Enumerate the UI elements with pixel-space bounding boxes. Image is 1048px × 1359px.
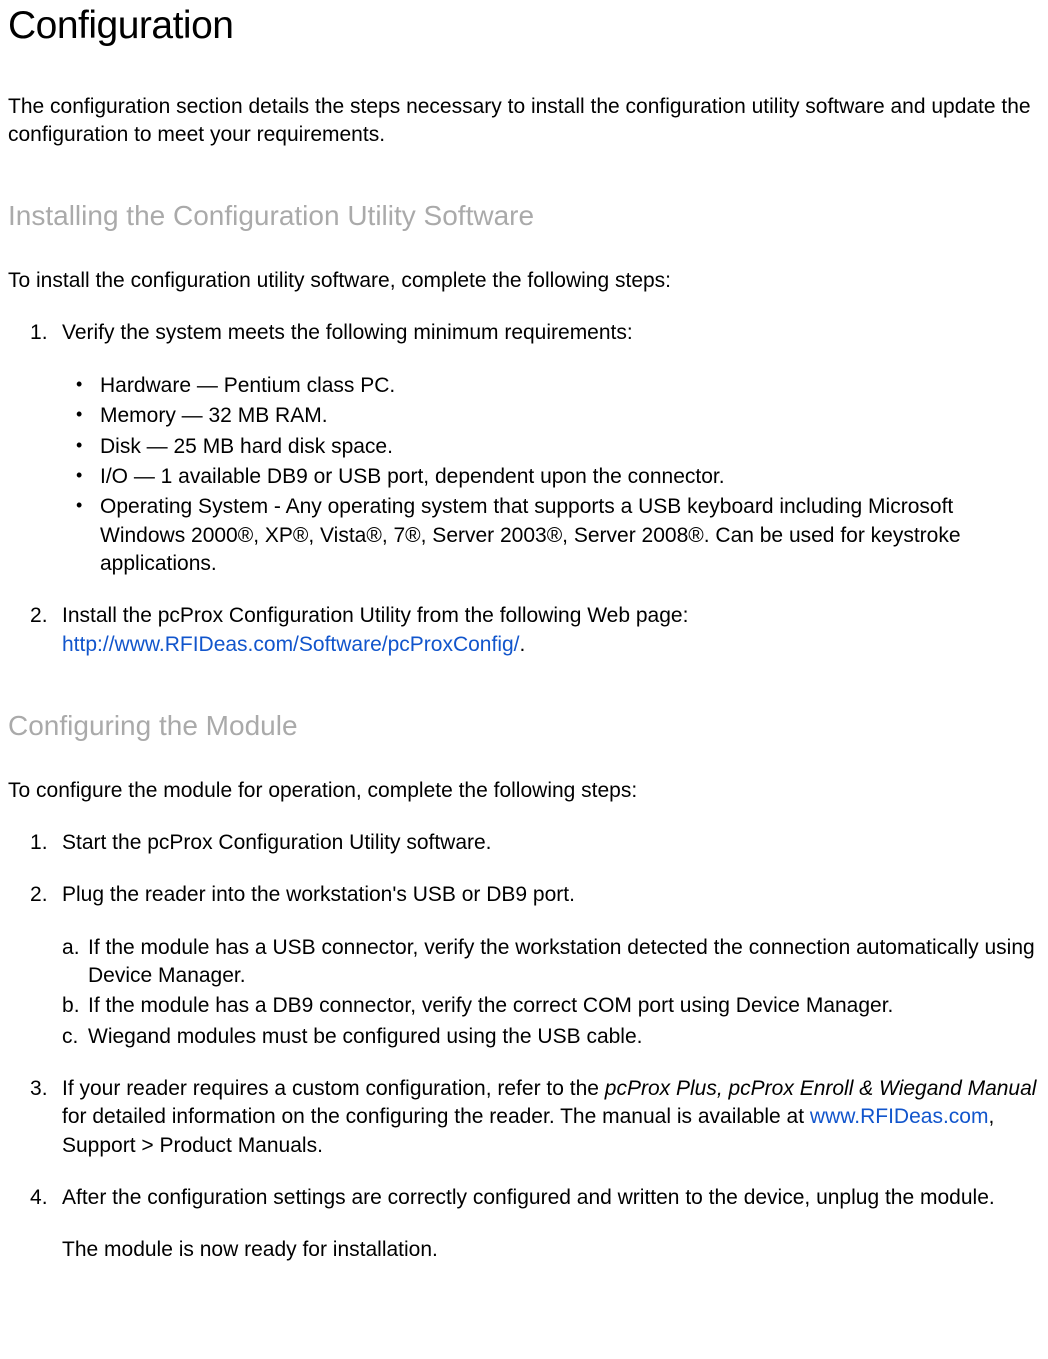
- configure-step-2: Plug the reader into the workstation's U…: [30, 881, 1040, 1051]
- step-text: Install the pcProx Configuration Utility…: [62, 604, 688, 627]
- configure-steps-list: Start the pcProx Configuration Utility s…: [8, 829, 1040, 1212]
- section-heading-install: Installing the Configuration Utility Sof…: [8, 197, 1040, 235]
- configure-step-4: After the configuration settings are cor…: [30, 1184, 1040, 1212]
- requirement-os: Operating System - Any operating system …: [76, 493, 1040, 578]
- substeps-list: If the module has a USB connector, verif…: [62, 934, 1040, 1051]
- step-text: Verify the system meets the following mi…: [62, 321, 633, 344]
- step-text-mid: for detailed information on the configur…: [62, 1105, 810, 1128]
- download-link[interactable]: http://www.RFIDeas.com/Software/pcProxCo…: [62, 633, 520, 656]
- requirements-list: Hardware — Pentium class PC. Memory — 32…: [62, 372, 1040, 578]
- configure-step-3: If your reader requires a custom configu…: [30, 1075, 1040, 1160]
- install-step-1: Verify the system meets the following mi…: [30, 319, 1040, 578]
- rfideas-link[interactable]: www.RFIDeas.com: [810, 1105, 989, 1128]
- requirement-memory: Memory — 32 MB RAM.: [76, 402, 1040, 430]
- substep-b: If the module has a DB9 connector, verif…: [62, 992, 1040, 1020]
- section2-intro: To configure the module for operation, c…: [8, 777, 1040, 805]
- step-text-pre: If your reader requires a custom configu…: [62, 1077, 605, 1100]
- intro-paragraph: The configuration section details the st…: [8, 93, 1040, 150]
- substep-a: If the module has a USB connector, verif…: [62, 934, 1040, 991]
- requirement-disk: Disk — 25 MB hard disk space.: [76, 433, 1040, 461]
- step-text-post: .: [520, 633, 526, 656]
- page-title: Configuration: [8, 0, 1040, 53]
- step-text: Plug the reader into the workstation's U…: [62, 883, 575, 906]
- section-heading-configure: Configuring the Module: [8, 707, 1040, 745]
- section1-intro: To install the configuration utility sof…: [8, 267, 1040, 295]
- manual-title: pcProx Plus, pcProx Enroll & Wiegand Man…: [605, 1077, 1037, 1100]
- install-steps-list: Verify the system meets the following mi…: [8, 319, 1040, 658]
- requirement-hardware: Hardware — Pentium class PC.: [76, 372, 1040, 400]
- requirement-io: I/O — 1 available DB9 or USB port, depen…: [76, 463, 1040, 491]
- install-step-2: Install the pcProx Configuration Utility…: [30, 602, 1040, 659]
- final-note: The module is now ready for installation…: [8, 1236, 1040, 1264]
- configure-step-1: Start the pcProx Configuration Utility s…: [30, 829, 1040, 857]
- substep-c: Wiegand modules must be configured using…: [62, 1023, 1040, 1051]
- step-text: After the configuration settings are cor…: [62, 1186, 995, 1209]
- step-text: Start the pcProx Configuration Utility s…: [62, 831, 492, 854]
